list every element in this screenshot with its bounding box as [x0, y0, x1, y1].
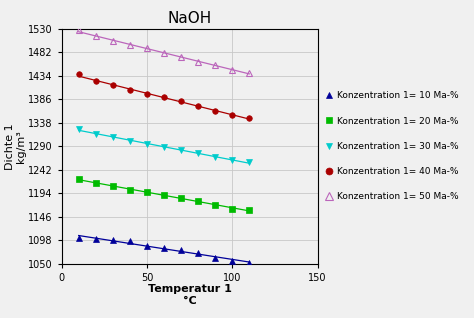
- Y-axis label: Dichte 1
kg/m³: Dichte 1 kg/m³: [5, 123, 27, 169]
- Title: NaOH: NaOH: [167, 11, 212, 26]
- X-axis label: Temperatur 1
°C: Temperatur 1 °C: [148, 284, 231, 306]
- Legend: Konzentration 1= 10 Ma-%, Konzentration 1= 20 Ma-%, Konzentration 1= 30 Ma-%, Ko: Konzentration 1= 10 Ma-%, Konzentration …: [325, 91, 459, 201]
